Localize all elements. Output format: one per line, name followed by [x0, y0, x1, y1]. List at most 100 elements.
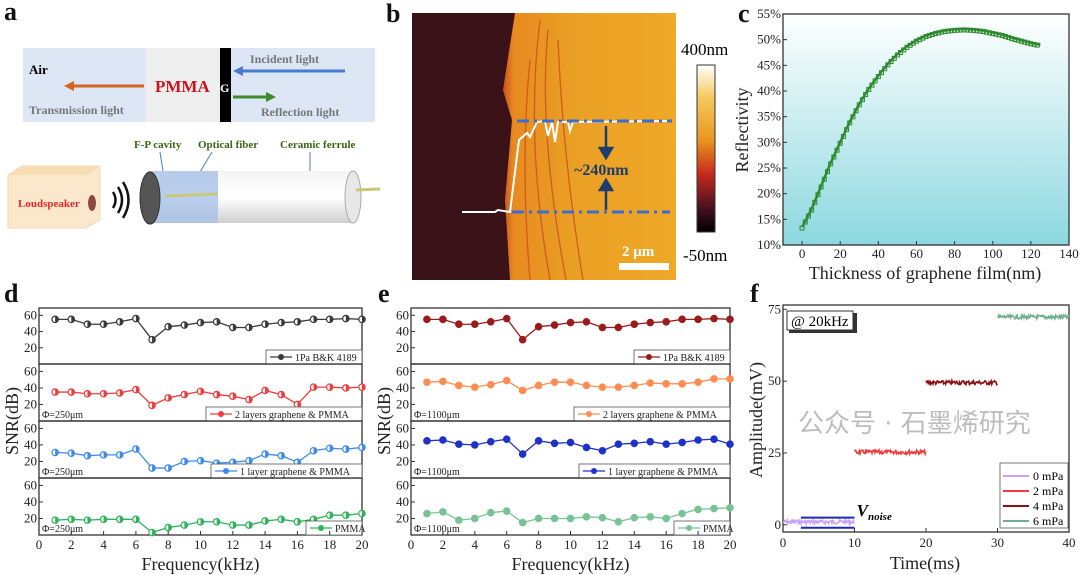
- y-tick-label: 40: [396, 380, 409, 395]
- data-point: [646, 437, 655, 446]
- data-point-fill: [248, 457, 253, 464]
- x-tick-label: 40: [872, 246, 885, 261]
- data-point: [614, 383, 623, 391]
- data-point-fill: [345, 384, 350, 392]
- signal-trace: [782, 517, 855, 528]
- step-height-label: ~240nm: [574, 162, 629, 179]
- data-point: [844, 127, 850, 133]
- data-point: [518, 518, 527, 527]
- legend-label: 1 layer graphene & PMMA: [240, 467, 351, 478]
- data-point: [502, 507, 511, 515]
- y-tick-label: 20: [396, 453, 409, 468]
- data-point: [439, 315, 447, 324]
- data-point: [993, 31, 999, 37]
- data-point: [518, 386, 527, 395]
- data-point: [837, 140, 843, 146]
- x-tick-label: 6: [133, 537, 140, 552]
- data-point-fill: [55, 388, 59, 396]
- data-point: [470, 514, 479, 523]
- data-point: [875, 74, 881, 80]
- y-tick-label: 20: [24, 340, 37, 355]
- data-point-fill: [232, 324, 236, 331]
- panel-label-b: b: [386, 0, 400, 28]
- data-point: [486, 317, 495, 326]
- data-point-fill: [362, 444, 366, 451]
- data-point-fill: [313, 383, 317, 391]
- data-point-fill: [281, 391, 285, 398]
- data-point-fill: [313, 316, 317, 323]
- y-tick-label: 15%: [757, 211, 781, 226]
- legend-marker: [686, 525, 692, 531]
- data-point-fill: [281, 319, 285, 326]
- colorbar: [696, 64, 716, 233]
- legend-marker: [218, 411, 224, 417]
- data-point: [550, 378, 559, 386]
- legend-box: [999, 462, 1069, 529]
- data-point-fill: [152, 402, 156, 409]
- data-point: [423, 315, 431, 324]
- y-tick-label: 75: [768, 301, 781, 316]
- legend-marker: [586, 411, 592, 417]
- data-point-fill: [152, 529, 156, 536]
- data-point: [971, 27, 977, 33]
- data-point: [598, 446, 607, 455]
- data-point-fill: [297, 518, 301, 525]
- data-point: [1028, 41, 1034, 47]
- data-point-fill: [168, 464, 172, 472]
- data-point: [678, 380, 686, 388]
- data-point-fill: [362, 510, 366, 517]
- x-tick-label: 14: [259, 537, 273, 552]
- air-label: Air: [29, 62, 48, 77]
- x-tick-label: 80: [948, 246, 961, 261]
- step-arrows-icon: [597, 126, 615, 210]
- legend-label: 4 mPa: [1033, 499, 1064, 513]
- optical-fiber-label: Optical fiber: [198, 139, 258, 151]
- data-point: [891, 55, 897, 61]
- legend-box: [673, 520, 731, 536]
- pmma-region: [146, 48, 220, 122]
- data-point: [582, 381, 591, 390]
- data-point-fill: [345, 511, 350, 519]
- transmission-arrowhead: [64, 81, 74, 91]
- data-point: [710, 504, 718, 513]
- data-point-fill: [55, 516, 59, 524]
- data-point: [834, 147, 840, 153]
- data-point: [582, 443, 591, 452]
- x-tick-label: 16: [291, 537, 305, 552]
- y-tick-label: 60: [396, 477, 409, 492]
- x-tick-label: 20: [834, 246, 847, 261]
- y-tick-label: 20: [24, 453, 37, 468]
- data-point: [894, 52, 900, 58]
- data-point: [853, 108, 859, 114]
- sound-waves-icon: [111, 181, 130, 219]
- x-tick-label: 16: [660, 537, 674, 552]
- data-point: [502, 435, 511, 443]
- pmma-label: PMMA: [155, 77, 210, 96]
- transmission-label: Transmission light: [29, 103, 124, 117]
- data-point: [866, 86, 872, 92]
- optical-fiber: [164, 192, 219, 198]
- x-tick-label: 40: [1063, 535, 1076, 550]
- data-point: [1018, 38, 1024, 44]
- data-point: [831, 154, 837, 160]
- x-tick-label: 30: [991, 535, 1004, 550]
- data-point: [455, 440, 463, 448]
- data-point-fill: [152, 464, 156, 472]
- data-point: [694, 378, 702, 386]
- data-point-fill: [313, 447, 317, 454]
- y-tick-label: 60: [396, 420, 409, 435]
- data-point: [961, 27, 967, 33]
- y-tick-label: 40: [24, 437, 37, 452]
- x-tick-label: 18: [692, 537, 705, 552]
- y-tick-label: 40%: [757, 83, 781, 98]
- data-point-fill: [135, 315, 140, 322]
- data-point: [850, 114, 856, 120]
- data-point: [678, 315, 686, 324]
- data-point: [550, 514, 559, 523]
- data-point-fill: [281, 516, 285, 523]
- x-tick-label: 100: [983, 246, 1003, 261]
- data-point-fill: [362, 316, 366, 323]
- data-point: [678, 509, 686, 518]
- data-point: [863, 92, 869, 98]
